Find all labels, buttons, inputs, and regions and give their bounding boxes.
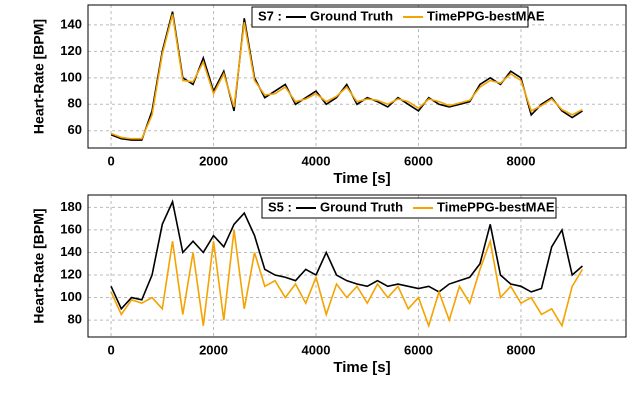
legend-title: S5 :	[268, 199, 292, 214]
y-tick-label: 80	[68, 96, 82, 111]
x-tick-label: 8000	[507, 153, 536, 168]
legend-label: Ground Truth	[310, 8, 393, 23]
x-tick-label: 8000	[507, 342, 536, 357]
y-tick-label: 120	[60, 43, 82, 58]
legend-label: TimePPG-bestMAE	[437, 199, 555, 214]
legend-label: Ground Truth	[320, 199, 403, 214]
series-line	[110, 229, 584, 329]
x-axis-label: Time [s]	[333, 170, 390, 187]
legend-box	[251, 6, 529, 28]
legend-label: TimePPG-bestMAE	[427, 8, 545, 23]
y-tick-label: 140	[60, 244, 82, 259]
x-axis-label: Time [s]	[333, 359, 390, 376]
y-tick-label: 180	[60, 199, 82, 214]
y-tick-label: 80	[68, 312, 82, 327]
y-tick-label: 100	[60, 289, 82, 304]
x-tick-label: 6000	[404, 153, 433, 168]
x-tick-label: 6000	[404, 342, 433, 357]
y-axis-label: Heart-Rate [BPM]	[31, 208, 47, 323]
y-axis-label: Heart-Rate [BPM]	[31, 19, 47, 134]
x-tick-label: 0	[107, 342, 114, 357]
plot-frame	[87, 194, 627, 338]
x-tick-label: 0	[107, 153, 114, 168]
legend-box	[261, 197, 557, 219]
x-tick-label: 2000	[199, 342, 228, 357]
x-tick-label: 2000	[199, 153, 228, 168]
legend-title: S7 :	[258, 8, 282, 23]
x-tick-label: 4000	[302, 153, 331, 168]
y-tick-label: 140	[60, 16, 82, 31]
x-tick-label: 4000	[302, 342, 331, 357]
y-tick-label: 120	[60, 266, 82, 281]
y-tick-label: 60	[68, 122, 82, 137]
series-line	[110, 14, 583, 140]
series-line	[110, 199, 583, 311]
y-tick-label: 160	[60, 221, 82, 236]
y-tick-label: 100	[60, 69, 82, 84]
plot-frame	[87, 4, 627, 149]
